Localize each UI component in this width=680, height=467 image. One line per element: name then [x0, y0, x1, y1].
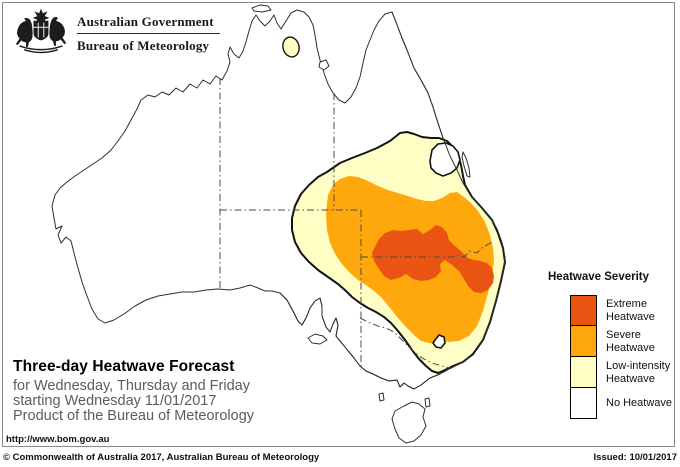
legend-title: Heatwave Severity — [548, 271, 650, 283]
copyright-notice: © Commonwealth of Australia 2017, Austra… — [3, 452, 320, 463]
product-attribution-line: Product of the Bureau of Meteorology — [13, 408, 255, 425]
logo-text: Australian Government Bureau of Meteorol… — [77, 7, 220, 54]
logo-bureau-label: Bureau of Meteorology — [77, 38, 210, 53]
australian-coat-of-arms-icon — [15, 8, 67, 54]
severe-heatwave-swatch — [570, 325, 597, 357]
kangaroo-island — [307, 333, 328, 345]
bom-logo: Australian Government Bureau of Meteorol… — [13, 7, 220, 55]
extreme-heatwave-region — [372, 225, 494, 293]
title-block: Three-day Heatwave Forecast for Wednesda… — [13, 358, 254, 425]
no-heatwave-pocket-nsw — [432, 334, 446, 349]
tasmania — [391, 401, 427, 444]
forecast-days-line: for Wednesday, Thursday and Friday — [13, 378, 250, 394]
coastline-overlay — [279, 11, 506, 390]
fraser-island — [461, 151, 471, 178]
flinders-island — [424, 397, 431, 408]
no-heatwave-pocket-qld-coast — [429, 142, 461, 177]
king-island — [378, 392, 385, 402]
legend-rows: Extreme Heatwave Severe Heatwave Low-int… — [570, 295, 680, 419]
extreme-heatwave-swatch — [570, 295, 597, 326]
heatwave-severity-legend: Heatwave Severity Extreme Heatwave Sever… — [540, 271, 680, 419]
logo-government-label: Australian Government — [77, 7, 220, 34]
issued-date: Issued: 10/01/2017 — [593, 452, 677, 463]
legend-label: No Heatwave — [606, 397, 673, 409]
page-title: Three-day Heatwave Forecast — [13, 358, 235, 375]
bom-url: http://www.bom.gov.au — [6, 434, 110, 445]
legend-label: Extreme Heatwave — [606, 297, 655, 323]
legend-item-severe: Severe Heatwave — [570, 325, 680, 357]
forecast-start-line: starting Wednesday 11/01/2017 — [13, 393, 217, 410]
groote-eylandt — [318, 59, 330, 71]
low-intensity-spot-top-end — [282, 36, 300, 58]
legend-label: Severe Heatwave — [606, 328, 655, 354]
state-borders — [219, 78, 494, 370]
legend-label: Low-intensity Heatwave — [606, 359, 671, 385]
no-heatwave-swatch — [570, 387, 597, 419]
legend-item-extreme: Extreme Heatwave — [570, 295, 680, 326]
low-intensity-heatwave-swatch — [570, 356, 597, 388]
legend-item-no-heatwave: No Heatwave — [570, 387, 680, 419]
melville-island — [251, 4, 272, 13]
legend-item-low-intensity: Low-intensity Heatwave — [570, 356, 680, 388]
